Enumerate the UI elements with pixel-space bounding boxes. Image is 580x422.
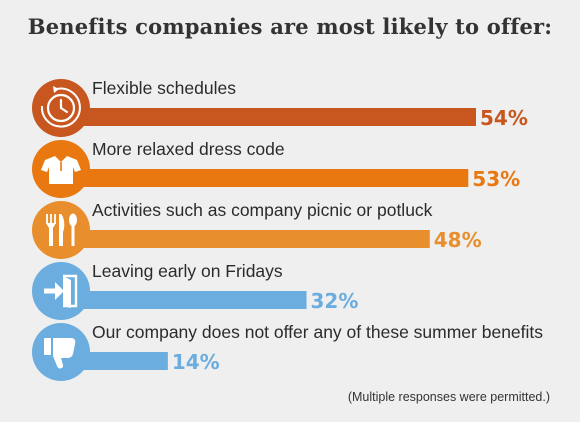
bar: [60, 169, 469, 187]
bar: [60, 230, 430, 248]
polo-shirt-icon: [41, 156, 81, 184]
category-label: More relaxed dress code: [92, 139, 285, 159]
value-label: 54%: [480, 106, 528, 130]
thumbs-down-icon: [44, 338, 76, 369]
category-label: Our company does not offer any of these …: [92, 322, 543, 342]
value-label: 14%: [172, 350, 220, 374]
value-label: 32%: [311, 289, 359, 313]
bar: [60, 291, 307, 309]
value-label: 48%: [434, 228, 482, 252]
chart-title: Benefits companies are most likely to of…: [27, 14, 553, 39]
clock-icon: [40, 86, 81, 128]
footnote: (Multiple responses were permitted.): [347, 390, 550, 404]
value-label: 53%: [472, 167, 520, 191]
fork-knife-spoon-icon: [46, 213, 77, 246]
category-label: Leaving early on Fridays: [92, 261, 283, 281]
bar: [60, 108, 476, 126]
category-label: Flexible schedules: [92, 78, 236, 98]
exit-door-icon: [44, 274, 78, 308]
category-label: Activities such as company picnic or pot…: [92, 200, 433, 220]
